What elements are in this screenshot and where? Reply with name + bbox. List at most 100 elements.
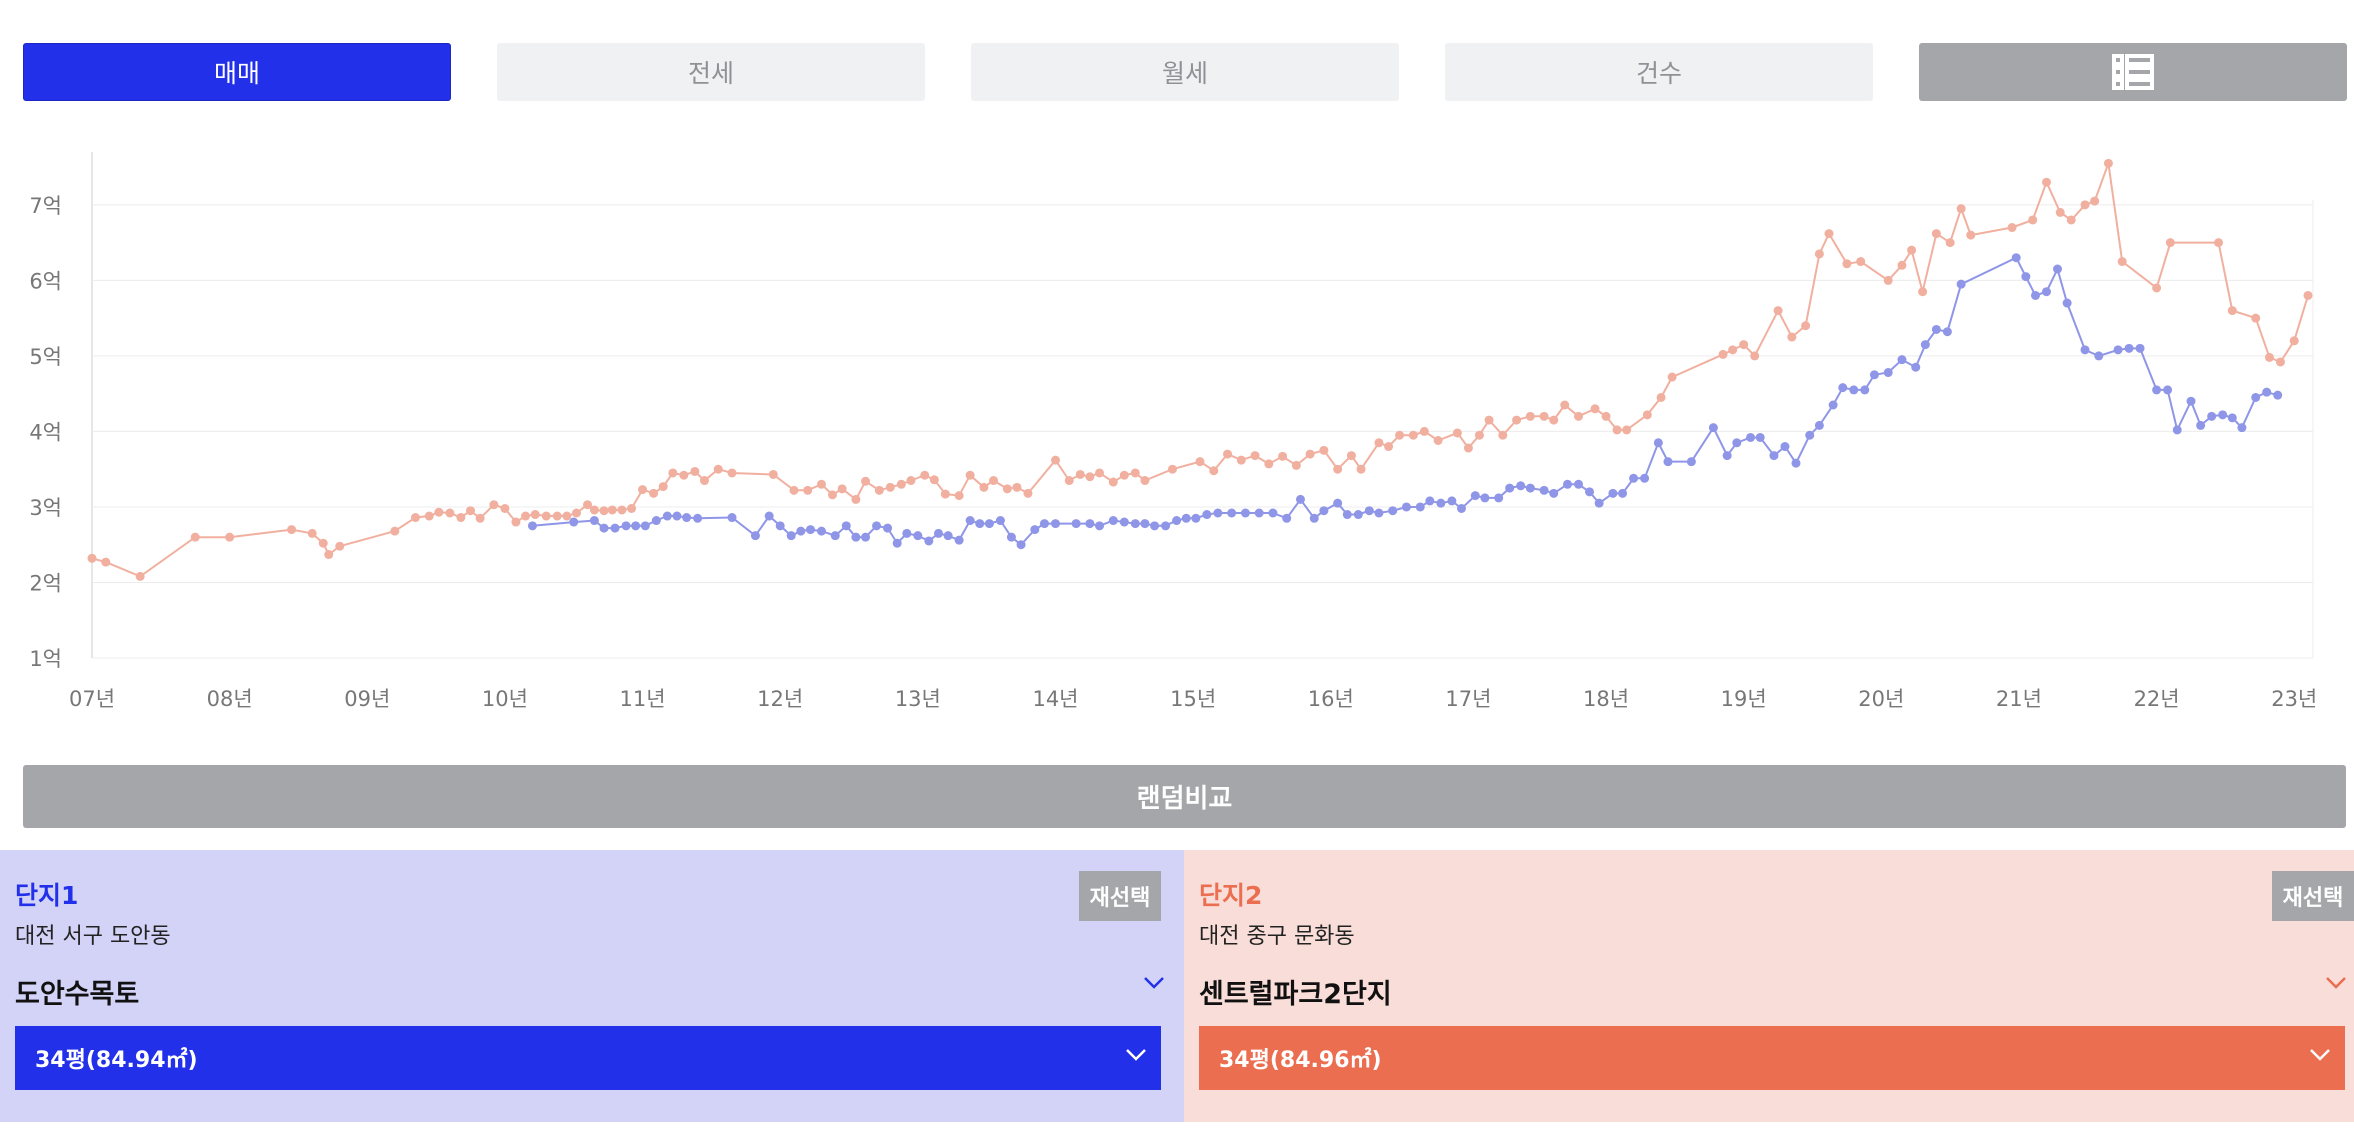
data-point <box>658 482 668 492</box>
data-point <box>638 485 648 495</box>
data-point <box>1346 451 1356 461</box>
data-point <box>1236 455 1246 465</box>
data-point <box>1463 443 1473 453</box>
deal-type-tabs: 매매 전세 월세 건수 <box>0 0 2354 140</box>
data-point <box>679 470 689 480</box>
data-point <box>424 511 434 521</box>
x-tick-label: 14년 <box>1032 687 1078 711</box>
data-point <box>1560 400 1570 410</box>
data-point <box>621 521 631 531</box>
data-point <box>2062 298 2072 308</box>
data-point <box>1278 451 1288 461</box>
data-point <box>713 464 723 474</box>
complex2-name-select[interactable]: 센트럴파크2단지 <box>1199 972 2347 1012</box>
chevron-down-icon <box>1143 976 1165 990</box>
data-point <box>1708 423 1718 433</box>
x-tick-label: 11년 <box>620 687 666 711</box>
data-point <box>552 511 562 521</box>
data-point <box>324 550 334 560</box>
data-point <box>1642 410 1652 420</box>
data-point <box>1374 438 1384 448</box>
data-point <box>1549 415 1559 425</box>
data-point <box>1223 449 1233 459</box>
data-point <box>1071 519 1081 529</box>
data-point <box>1181 513 1191 523</box>
tab-jeonse[interactable]: 전세 <box>497 43 925 101</box>
data-point <box>872 521 882 531</box>
data-point <box>975 519 985 529</box>
complex2-reselect-button[interactable]: 재선택 <box>2272 871 2354 921</box>
data-point <box>2007 223 2017 233</box>
data-point <box>1663 457 1673 467</box>
data-point <box>527 521 537 531</box>
data-point <box>1931 229 1941 239</box>
data-point <box>1897 260 1907 270</box>
data-point <box>727 513 737 523</box>
data-point <box>1254 508 1264 518</box>
data-point <box>1050 519 1060 529</box>
complex1-name-select[interactable]: 도안수목토 <box>15 972 1165 1012</box>
data-point <box>1433 435 1443 445</box>
data-point <box>610 523 620 533</box>
data-point <box>1064 476 1074 486</box>
data-point <box>1814 249 1824 259</box>
complex1-size-select[interactable]: 34평(84.94㎡) <box>15 1026 1161 1090</box>
data-point <box>1801 321 1811 331</box>
x-tick-label: 08년 <box>207 687 253 711</box>
data-point <box>1525 483 1535 493</box>
data-point <box>1085 472 1095 482</box>
data-point <box>1956 204 1966 214</box>
chevron-down-icon <box>2325 976 2347 990</box>
data-point <box>816 479 826 489</box>
data-point <box>995 516 1005 526</box>
data-point <box>1755 432 1765 442</box>
data-point <box>1319 445 1329 455</box>
data-point <box>1594 498 1604 508</box>
data-point <box>874 485 884 495</box>
data-point <box>2028 215 2038 225</box>
data-point <box>500 503 510 513</box>
complex2-size-select[interactable]: 34평(84.96㎡) <box>1199 1026 2345 1090</box>
y-tick-label: 2억 <box>29 571 62 595</box>
data-point <box>1539 485 1549 495</box>
data-point <box>940 489 950 499</box>
data-point <box>1388 506 1398 516</box>
data-point <box>1209 466 1219 476</box>
x-tick-label: 18년 <box>1583 687 1629 711</box>
data-point <box>1814 420 1824 430</box>
data-point <box>662 511 672 521</box>
x-tick-label: 07년 <box>69 687 115 711</box>
data-point <box>521 511 531 521</box>
tab-sale[interactable]: 매매 <box>23 43 451 101</box>
data-point <box>466 506 476 516</box>
chevron-down-icon <box>2309 1048 2331 1062</box>
data-point <box>896 479 906 489</box>
data-point <box>929 475 939 485</box>
random-compare-button[interactable]: 랜덤비교 <box>23 765 2346 828</box>
tab-count[interactable]: 건수 <box>1445 43 1873 101</box>
data-point <box>1942 327 1952 337</box>
list-view-button[interactable] <box>1919 43 2347 101</box>
complex1-reselect-button[interactable]: 재선택 <box>1079 871 1161 921</box>
data-point <box>1883 368 1893 378</box>
data-point <box>390 526 400 536</box>
data-point <box>1002 484 1012 494</box>
data-point <box>2041 177 2051 187</box>
data-point <box>1425 496 1435 506</box>
data-point <box>851 494 861 504</box>
data-point <box>1457 503 1467 513</box>
data-point <box>607 505 617 515</box>
data-point <box>924 536 934 546</box>
data-point <box>456 513 466 523</box>
data-point <box>1746 432 1756 442</box>
data-point <box>2080 345 2090 355</box>
data-point <box>2165 238 2175 248</box>
data-point <box>1474 430 1484 440</box>
data-point <box>750 531 760 541</box>
data-point <box>816 526 826 536</box>
data-point <box>2113 345 2123 355</box>
tab-monthly-rent[interactable]: 월세 <box>971 43 1399 101</box>
data-point <box>1227 508 1237 518</box>
data-point <box>1030 525 1040 535</box>
data-point <box>1931 324 1941 334</box>
